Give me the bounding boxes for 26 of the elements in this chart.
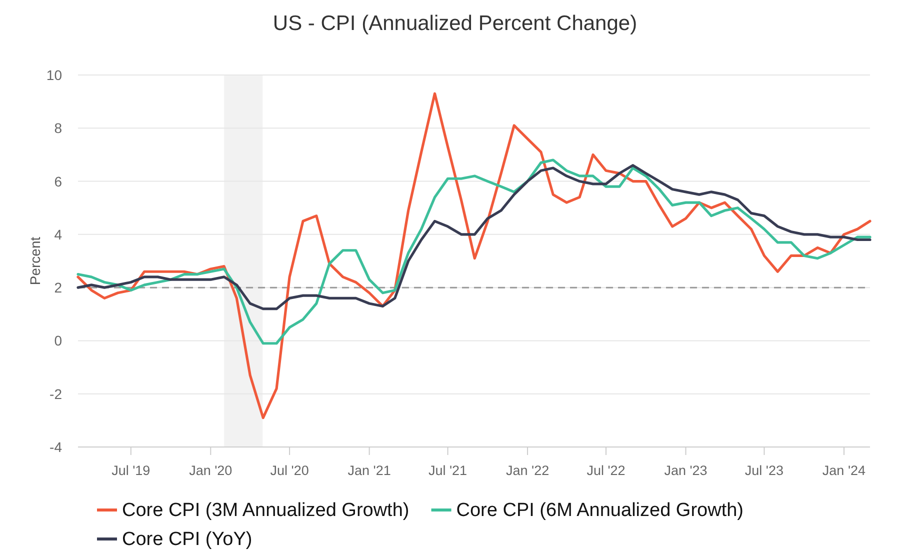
y-tick-label: 8 (54, 120, 62, 136)
x-tick-label: Jan '22 (506, 463, 550, 478)
y-tick-label: 10 (46, 67, 62, 83)
x-tick-label: Jul '20 (270, 463, 309, 478)
legend-label: Core CPI (YoY) (122, 529, 252, 550)
x-tick-label: Jul '19 (112, 463, 150, 478)
y-tick-label: 2 (54, 280, 62, 296)
y-tick-label: 4 (54, 226, 62, 242)
y-axis-title: Percent (27, 236, 43, 286)
x-tick-label: Jul '22 (586, 463, 626, 478)
line-series (76, 164, 872, 310)
y-tick-label: 0 (54, 332, 62, 349)
x-tick-label: Jan '24 (822, 463, 866, 478)
line-series (76, 158, 872, 345)
legend-label: Core CPI (3M Annualized Growth) (122, 500, 410, 521)
y-tick-label: -2 (50, 386, 62, 402)
line-series (76, 92, 872, 420)
y-tick-label: 6 (54, 173, 62, 190)
x-tick-label: Jan '20 (189, 463, 232, 478)
x-tick-label: Jan '21 (348, 463, 391, 478)
y-tick-label: -4 (50, 439, 62, 455)
x-tick-label: Jul '21 (428, 463, 468, 478)
chart-title: US - CPI (Annualized Percent Change) (272, 12, 638, 35)
x-tick-label: Jul '23 (744, 463, 784, 478)
legend-label: Core CPI (6M Annualized Growth) (456, 500, 744, 521)
x-tick-label: Jan '23 (664, 463, 708, 478)
